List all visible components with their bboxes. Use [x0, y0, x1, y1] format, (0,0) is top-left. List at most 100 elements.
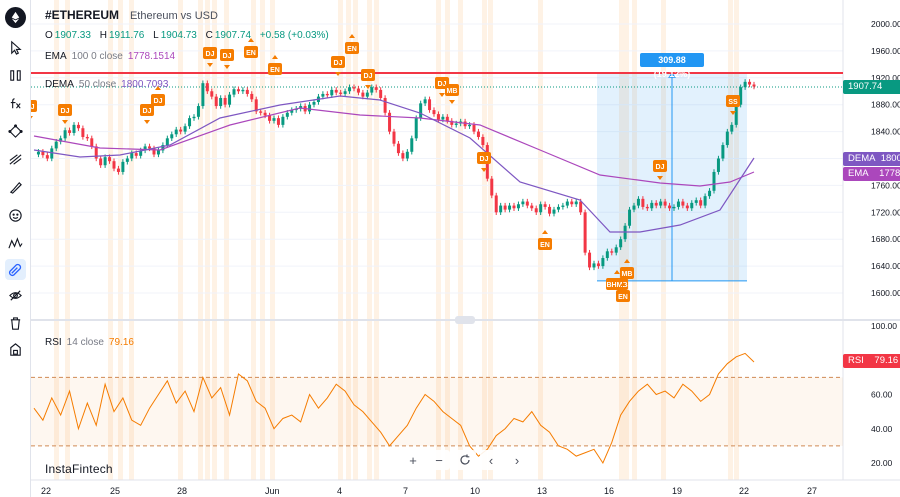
signal-band — [624, 0, 629, 480]
candle-body — [668, 205, 672, 209]
price-tick: 1840.00 — [871, 127, 900, 137]
magnet-tool-icon[interactable] — [5, 259, 26, 280]
ema-value: 1778.1514 — [127, 51, 176, 62]
candle-body — [148, 146, 152, 149]
chart-controls: + − ‹ › — [402, 450, 528, 470]
candle-body — [592, 263, 596, 268]
candle-body — [339, 92, 343, 94]
candle-body — [445, 116, 449, 121]
candle-body — [356, 88, 360, 93]
candle-body — [468, 124, 472, 127]
candle-body — [201, 83, 205, 107]
candle-body — [165, 138, 169, 146]
zoom-out-icon[interactable]: − — [428, 450, 450, 470]
fx-indicator-icon[interactable] — [5, 93, 26, 114]
zoom-in-icon[interactable]: + — [402, 450, 424, 470]
candle-body — [636, 198, 640, 206]
candle-body — [54, 141, 58, 149]
shapes-tool-icon[interactable] — [5, 121, 26, 142]
signal-badge-label: DJ — [480, 156, 489, 163]
signal-badge-label: DJ — [206, 51, 215, 58]
candle-body — [152, 148, 156, 155]
ethereum-logo-icon — [5, 7, 26, 28]
screenshot-icon[interactable] — [5, 339, 26, 360]
emoji-tool-icon[interactable] — [5, 205, 26, 226]
candle-body — [614, 247, 618, 253]
candle-body — [699, 200, 703, 206]
signal-arrow-icon — [657, 176, 663, 180]
candle-body — [81, 128, 85, 137]
rsi-legend[interactable]: RSI 14 close 79.16 — [45, 337, 134, 348]
candle-body — [161, 145, 165, 151]
trend-line-tool-icon[interactable] — [5, 65, 26, 86]
signal-band — [374, 0, 379, 480]
dema-legend[interactable]: DEMA 50 close 1800.7093 — [45, 79, 168, 90]
signal-band — [458, 0, 463, 480]
low-value: 1904.73 — [160, 30, 197, 41]
signal-badge-label: BHMB — [607, 282, 628, 289]
signal-badge — [151, 94, 165, 106]
candle-body — [601, 258, 605, 267]
candle-body — [205, 83, 209, 92]
change-value: +0.58 (+0.03%) — [259, 30, 329, 41]
dema-params: 50 close — [78, 79, 117, 90]
signal-band — [178, 0, 183, 480]
candle-body — [228, 94, 232, 105]
date-label: 16 — [604, 486, 615, 496]
fib-tool-icon[interactable] — [5, 149, 26, 170]
signal-badge — [445, 84, 459, 96]
reset-chart-icon[interactable] — [454, 450, 476, 470]
candle-body — [432, 110, 436, 115]
date-label: Jun — [265, 486, 280, 496]
trash-icon[interactable] — [5, 313, 26, 334]
candle-body — [396, 143, 400, 154]
candle-body — [130, 153, 134, 159]
candle-body — [290, 110, 294, 113]
candle-body — [748, 81, 752, 85]
scroll-left-icon[interactable]: ‹ — [480, 450, 502, 470]
candle-body — [174, 129, 178, 135]
candle-body — [703, 196, 707, 206]
candle-body — [325, 93, 329, 96]
candle-body — [392, 131, 396, 144]
candle-body — [499, 205, 503, 213]
candle-body — [534, 208, 538, 213]
candle-body — [125, 158, 129, 162]
signal-arrow-icon — [272, 55, 278, 59]
candle-body — [628, 209, 632, 226]
close-value: 1907.74 — [214, 30, 252, 41]
candle-body — [343, 91, 347, 94]
candle-body — [494, 195, 498, 213]
signal-arrow-icon — [365, 85, 371, 89]
candle-body — [312, 102, 316, 105]
price-range-measure-label[interactable]: 309.88 (19.12%) — [640, 53, 704, 79]
price-tick: 1720.00 — [871, 207, 900, 217]
candle-body — [565, 201, 569, 206]
ohlc-readout: O 1907.33 H 1911.76 L 1904.73 C 1907.74 +0.5… — [45, 30, 335, 41]
candle-body — [352, 87, 356, 89]
hide-drawings-icon[interactable] — [5, 285, 26, 306]
candle-body — [179, 129, 183, 132]
signal-band — [482, 0, 487, 480]
symbol-legend[interactable]: #ETHEREUM Ethereum vs USD — [45, 9, 218, 22]
candle-body — [561, 205, 565, 207]
chart-canvas[interactable]: 2000.001960.001920.001880.001840.001800.… — [31, 0, 900, 497]
pane-resize-handle[interactable] — [455, 316, 475, 324]
signal-badge-label: EN — [246, 50, 256, 57]
price-tick: 1880.00 — [871, 100, 900, 110]
pattern-tool-icon[interactable] — [5, 233, 26, 254]
signal-band — [367, 0, 372, 480]
ema-legend[interactable]: EMA 100 0 close 1778.1514 — [45, 51, 175, 62]
crosshair-tool-icon[interactable] — [5, 37, 26, 58]
candle-body — [512, 205, 516, 209]
brush-tool-icon[interactable] — [5, 177, 26, 198]
scroll-right-icon[interactable]: › — [506, 450, 528, 470]
candle-body — [650, 202, 654, 209]
price-tick: 1640.00 — [871, 261, 900, 271]
candle-body — [730, 124, 734, 132]
date-label: 10 — [470, 486, 481, 496]
candle-body — [112, 161, 116, 169]
candle-body — [36, 151, 40, 155]
dema-value: 1800.7093 — [121, 79, 169, 90]
signal-badge-label: MB — [622, 271, 633, 278]
